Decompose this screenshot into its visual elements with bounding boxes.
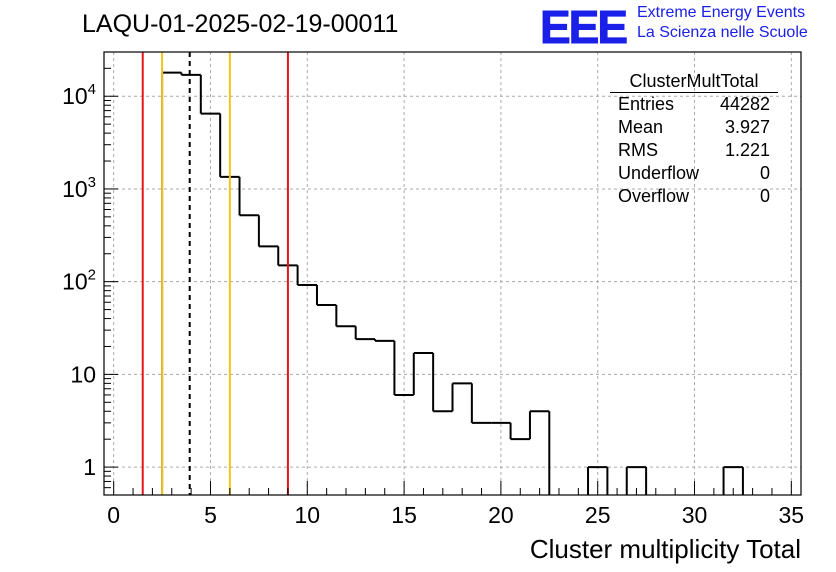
x-tick-label: 20 [488,502,514,528]
y-tick-label: 10 [70,361,96,387]
x-tick-label: 35 [779,502,805,528]
logo-tagline-1: Extreme Energy Events [637,4,806,21]
x-tick-label: 25 [585,502,611,528]
stats-value: 1.221 [724,140,770,160]
x-tick-label: 0 [107,502,120,528]
eee-logo: EEE [539,1,628,54]
y-tick-label: 104 [62,81,96,109]
logo-tagline-2: La Scienza nelle Scuole [637,24,808,41]
stats-title: ClusterMultTotal [610,70,778,93]
y-tick-label: 1 [83,454,96,480]
stats-row-overflow: Overflow 0 [610,185,778,208]
stats-label: Entries [618,94,675,114]
x-tick-label: 15 [391,502,417,528]
stats-value: 3.927 [724,117,770,137]
stats-label: Overflow [618,186,690,206]
marker-lines-layer [141,52,289,495]
stats-value: 0 [759,163,770,183]
stats-row-mean: Mean 3.927 [610,116,778,139]
stats-row-rms: RMS 1.221 [610,139,778,162]
stats-value: 0 [759,186,770,206]
stats-box: ClusterMultTotal Entries 44282 Mean 3.92… [610,70,778,208]
stats-label: Mean [618,117,664,137]
y-tick-label: 103 [62,174,96,202]
y-tick-label: 102 [62,267,96,295]
plot-frame [103,51,802,496]
x-tick-label: 30 [682,502,708,528]
x-axis-title: Cluster multiplicity Total [530,534,801,564]
run-title: LAQU-01-2025-02-19-00011 [82,10,399,38]
grid-layer [104,52,801,495]
stats-label: Underflow [618,163,700,183]
axis-layer: 0 5 10 15 20 25 30 35 1 10 102 103 104 Cluster multip… [62,51,805,564]
stats-value: 44282 [719,94,770,114]
stats-row-underflow: Underflow 0 [610,162,778,185]
x-tick-label: 5 [204,502,217,528]
stats-label: RMS [618,140,658,160]
stats-row-entries: Entries 44282 [610,93,778,116]
x-tick-label: 10 [294,502,320,528]
